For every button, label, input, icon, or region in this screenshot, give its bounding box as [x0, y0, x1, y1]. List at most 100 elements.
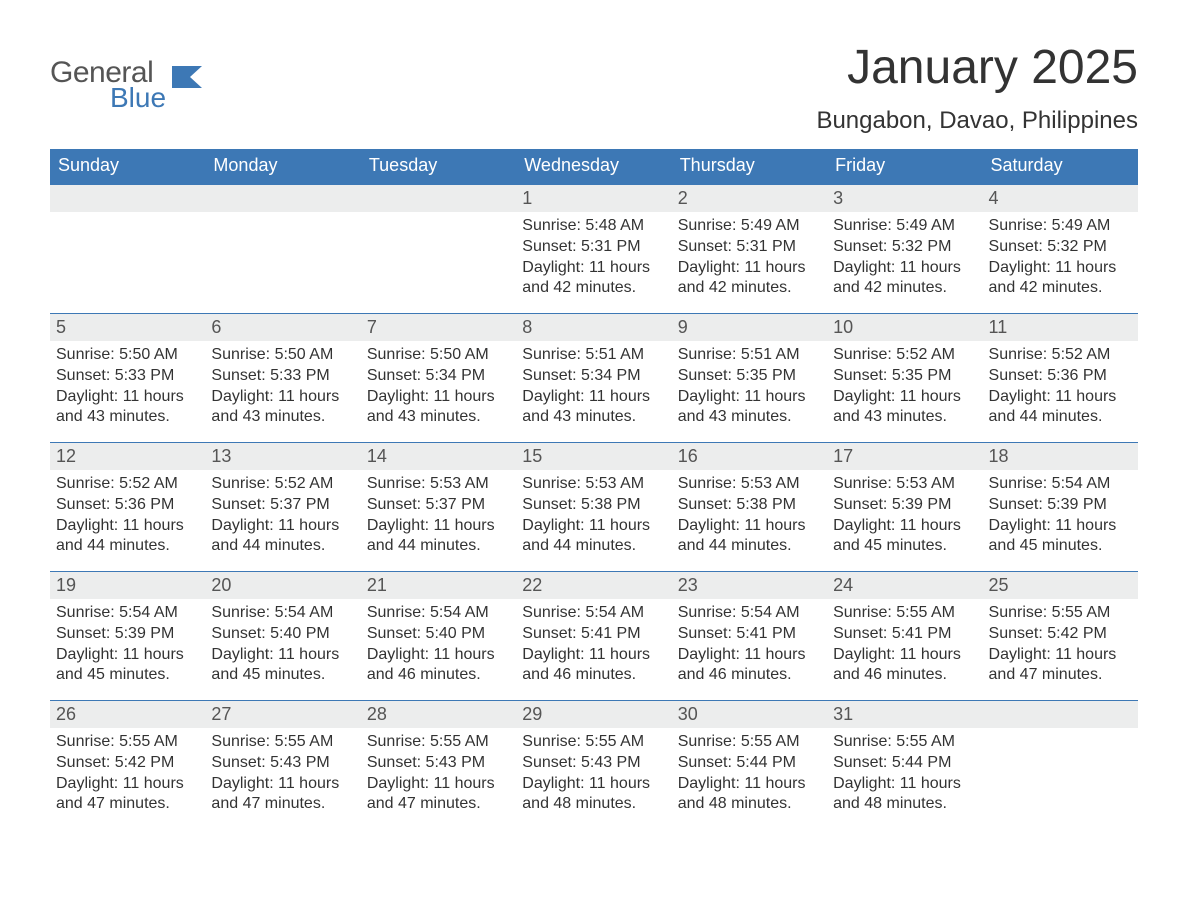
weekday-header: Monday: [205, 149, 360, 184]
sunrise-text: Sunrise: 5:52 AM: [833, 345, 976, 366]
day-number: 27: [205, 701, 360, 728]
day-body: Sunrise: 5:55 AMSunset: 5:42 PMDaylight:…: [983, 599, 1138, 694]
day-body: Sunrise: 5:55 AMSunset: 5:43 PMDaylight:…: [361, 728, 516, 823]
sunset-text: Sunset: 5:34 PM: [522, 366, 665, 387]
daylight-text: Daylight: 11 hours and 45 minutes.: [833, 516, 976, 558]
sunset-text: Sunset: 5:31 PM: [678, 237, 821, 258]
sunrise-text: Sunrise: 5:55 AM: [522, 732, 665, 753]
weekday-header: Wednesday: [516, 149, 671, 184]
day-cell: [205, 185, 360, 313]
day-body: Sunrise: 5:55 AMSunset: 5:43 PMDaylight:…: [516, 728, 671, 823]
day-cell: 20Sunrise: 5:54 AMSunset: 5:40 PMDayligh…: [205, 572, 360, 700]
day-number: 22: [516, 572, 671, 599]
sunrise-text: Sunrise: 5:52 AM: [56, 474, 199, 495]
day-cell: 9Sunrise: 5:51 AMSunset: 5:35 PMDaylight…: [672, 314, 827, 442]
logo: General Blue: [50, 58, 208, 112]
daylight-text: Daylight: 11 hours and 44 minutes.: [211, 516, 354, 558]
day-body: Sunrise: 5:54 AMSunset: 5:41 PMDaylight:…: [516, 599, 671, 694]
day-body: Sunrise: 5:52 AMSunset: 5:35 PMDaylight:…: [827, 341, 982, 436]
day-body: Sunrise: 5:52 AMSunset: 5:36 PMDaylight:…: [983, 341, 1138, 436]
day-cell: 5Sunrise: 5:50 AMSunset: 5:33 PMDaylight…: [50, 314, 205, 442]
sunrise-text: Sunrise: 5:51 AM: [678, 345, 821, 366]
day-cell: 16Sunrise: 5:53 AMSunset: 5:38 PMDayligh…: [672, 443, 827, 571]
daylight-text: Daylight: 11 hours and 45 minutes.: [989, 516, 1132, 558]
sunrise-text: Sunrise: 5:50 AM: [367, 345, 510, 366]
day-number: 26: [50, 701, 205, 728]
day-body: Sunrise: 5:52 AMSunset: 5:37 PMDaylight:…: [205, 470, 360, 565]
day-body: Sunrise: 5:51 AMSunset: 5:35 PMDaylight:…: [672, 341, 827, 436]
logo-word-blue: Blue: [110, 84, 166, 112]
daylight-text: Daylight: 11 hours and 47 minutes.: [56, 774, 199, 816]
calendar: SundayMondayTuesdayWednesdayThursdayFrid…: [50, 149, 1138, 829]
sunrise-text: Sunrise: 5:55 AM: [211, 732, 354, 753]
day-cell: 14Sunrise: 5:53 AMSunset: 5:37 PMDayligh…: [361, 443, 516, 571]
week-row: 19Sunrise: 5:54 AMSunset: 5:39 PMDayligh…: [50, 571, 1138, 700]
day-number: 6: [205, 314, 360, 341]
sunrise-text: Sunrise: 5:55 AM: [678, 732, 821, 753]
day-cell: 26Sunrise: 5:55 AMSunset: 5:42 PMDayligh…: [50, 701, 205, 829]
sunset-text: Sunset: 5:34 PM: [367, 366, 510, 387]
flag-icon: [172, 64, 208, 93]
day-number: 9: [672, 314, 827, 341]
daylight-text: Daylight: 11 hours and 47 minutes.: [211, 774, 354, 816]
sunset-text: Sunset: 5:43 PM: [211, 753, 354, 774]
day-body: Sunrise: 5:53 AMSunset: 5:37 PMDaylight:…: [361, 470, 516, 565]
sunset-text: Sunset: 5:44 PM: [678, 753, 821, 774]
sunset-text: Sunset: 5:39 PM: [56, 624, 199, 645]
sunset-text: Sunset: 5:32 PM: [989, 237, 1132, 258]
daylight-text: Daylight: 11 hours and 43 minutes.: [678, 387, 821, 429]
daylight-text: Daylight: 11 hours and 43 minutes.: [56, 387, 199, 429]
day-body: Sunrise: 5:55 AMSunset: 5:41 PMDaylight:…: [827, 599, 982, 694]
day-cell: 23Sunrise: 5:54 AMSunset: 5:41 PMDayligh…: [672, 572, 827, 700]
day-number: 2: [672, 185, 827, 212]
weekday-header: Sunday: [50, 149, 205, 184]
day-cell: 29Sunrise: 5:55 AMSunset: 5:43 PMDayligh…: [516, 701, 671, 829]
day-number: 15: [516, 443, 671, 470]
sunrise-text: Sunrise: 5:55 AM: [989, 603, 1132, 624]
week-row: 12Sunrise: 5:52 AMSunset: 5:36 PMDayligh…: [50, 442, 1138, 571]
sunset-text: Sunset: 5:33 PM: [56, 366, 199, 387]
day-number: 14: [361, 443, 516, 470]
day-number: 24: [827, 572, 982, 599]
day-number: 16: [672, 443, 827, 470]
logo-text: General Blue: [50, 58, 166, 112]
daylight-text: Daylight: 11 hours and 42 minutes.: [833, 258, 976, 300]
day-body: Sunrise: 5:54 AMSunset: 5:40 PMDaylight:…: [361, 599, 516, 694]
day-number: [205, 185, 360, 212]
day-cell: [983, 701, 1138, 829]
day-number: 23: [672, 572, 827, 599]
day-body: Sunrise: 5:53 AMSunset: 5:38 PMDaylight:…: [516, 470, 671, 565]
sunset-text: Sunset: 5:38 PM: [522, 495, 665, 516]
sunset-text: Sunset: 5:40 PM: [211, 624, 354, 645]
day-cell: 4Sunrise: 5:49 AMSunset: 5:32 PMDaylight…: [983, 185, 1138, 313]
daylight-text: Daylight: 11 hours and 43 minutes.: [833, 387, 976, 429]
day-body: Sunrise: 5:53 AMSunset: 5:38 PMDaylight:…: [672, 470, 827, 565]
sunset-text: Sunset: 5:36 PM: [56, 495, 199, 516]
month-title: January 2025: [816, 40, 1138, 95]
daylight-text: Daylight: 11 hours and 47 minutes.: [989, 645, 1132, 687]
sunset-text: Sunset: 5:39 PM: [989, 495, 1132, 516]
weekday-header: Tuesday: [361, 149, 516, 184]
daylight-text: Daylight: 11 hours and 47 minutes.: [367, 774, 510, 816]
day-body: Sunrise: 5:52 AMSunset: 5:36 PMDaylight:…: [50, 470, 205, 565]
sunrise-text: Sunrise: 5:53 AM: [367, 474, 510, 495]
sunset-text: Sunset: 5:41 PM: [522, 624, 665, 645]
sunset-text: Sunset: 5:31 PM: [522, 237, 665, 258]
day-cell: 27 Sunrise: 5:55 AMSunset: 5:43 PMDayligh…: [205, 701, 360, 829]
day-body: Sunrise: 5:54 AMSunset: 5:39 PMDaylight:…: [50, 599, 205, 694]
day-cell: 11Sunrise: 5:52 AMSunset: 5:36 PMDayligh…: [983, 314, 1138, 442]
calendar-weeks: 1Sunrise: 5:48 AMSunset: 5:31 PMDaylight…: [50, 184, 1138, 829]
day-number: 10: [827, 314, 982, 341]
day-number: 30: [672, 701, 827, 728]
day-number: 12: [50, 443, 205, 470]
sunrise-text: Sunrise: 5:54 AM: [522, 603, 665, 624]
day-body: [983, 728, 1138, 740]
day-number: 29: [516, 701, 671, 728]
week-row: 1Sunrise: 5:48 AMSunset: 5:31 PMDaylight…: [50, 184, 1138, 313]
daylight-text: Daylight: 11 hours and 44 minutes.: [367, 516, 510, 558]
day-body: [361, 212, 516, 224]
sunset-text: Sunset: 5:32 PM: [833, 237, 976, 258]
week-row: 26Sunrise: 5:55 AMSunset: 5:42 PMDayligh…: [50, 700, 1138, 829]
daylight-text: Daylight: 11 hours and 42 minutes.: [522, 258, 665, 300]
day-number: 31: [827, 701, 982, 728]
